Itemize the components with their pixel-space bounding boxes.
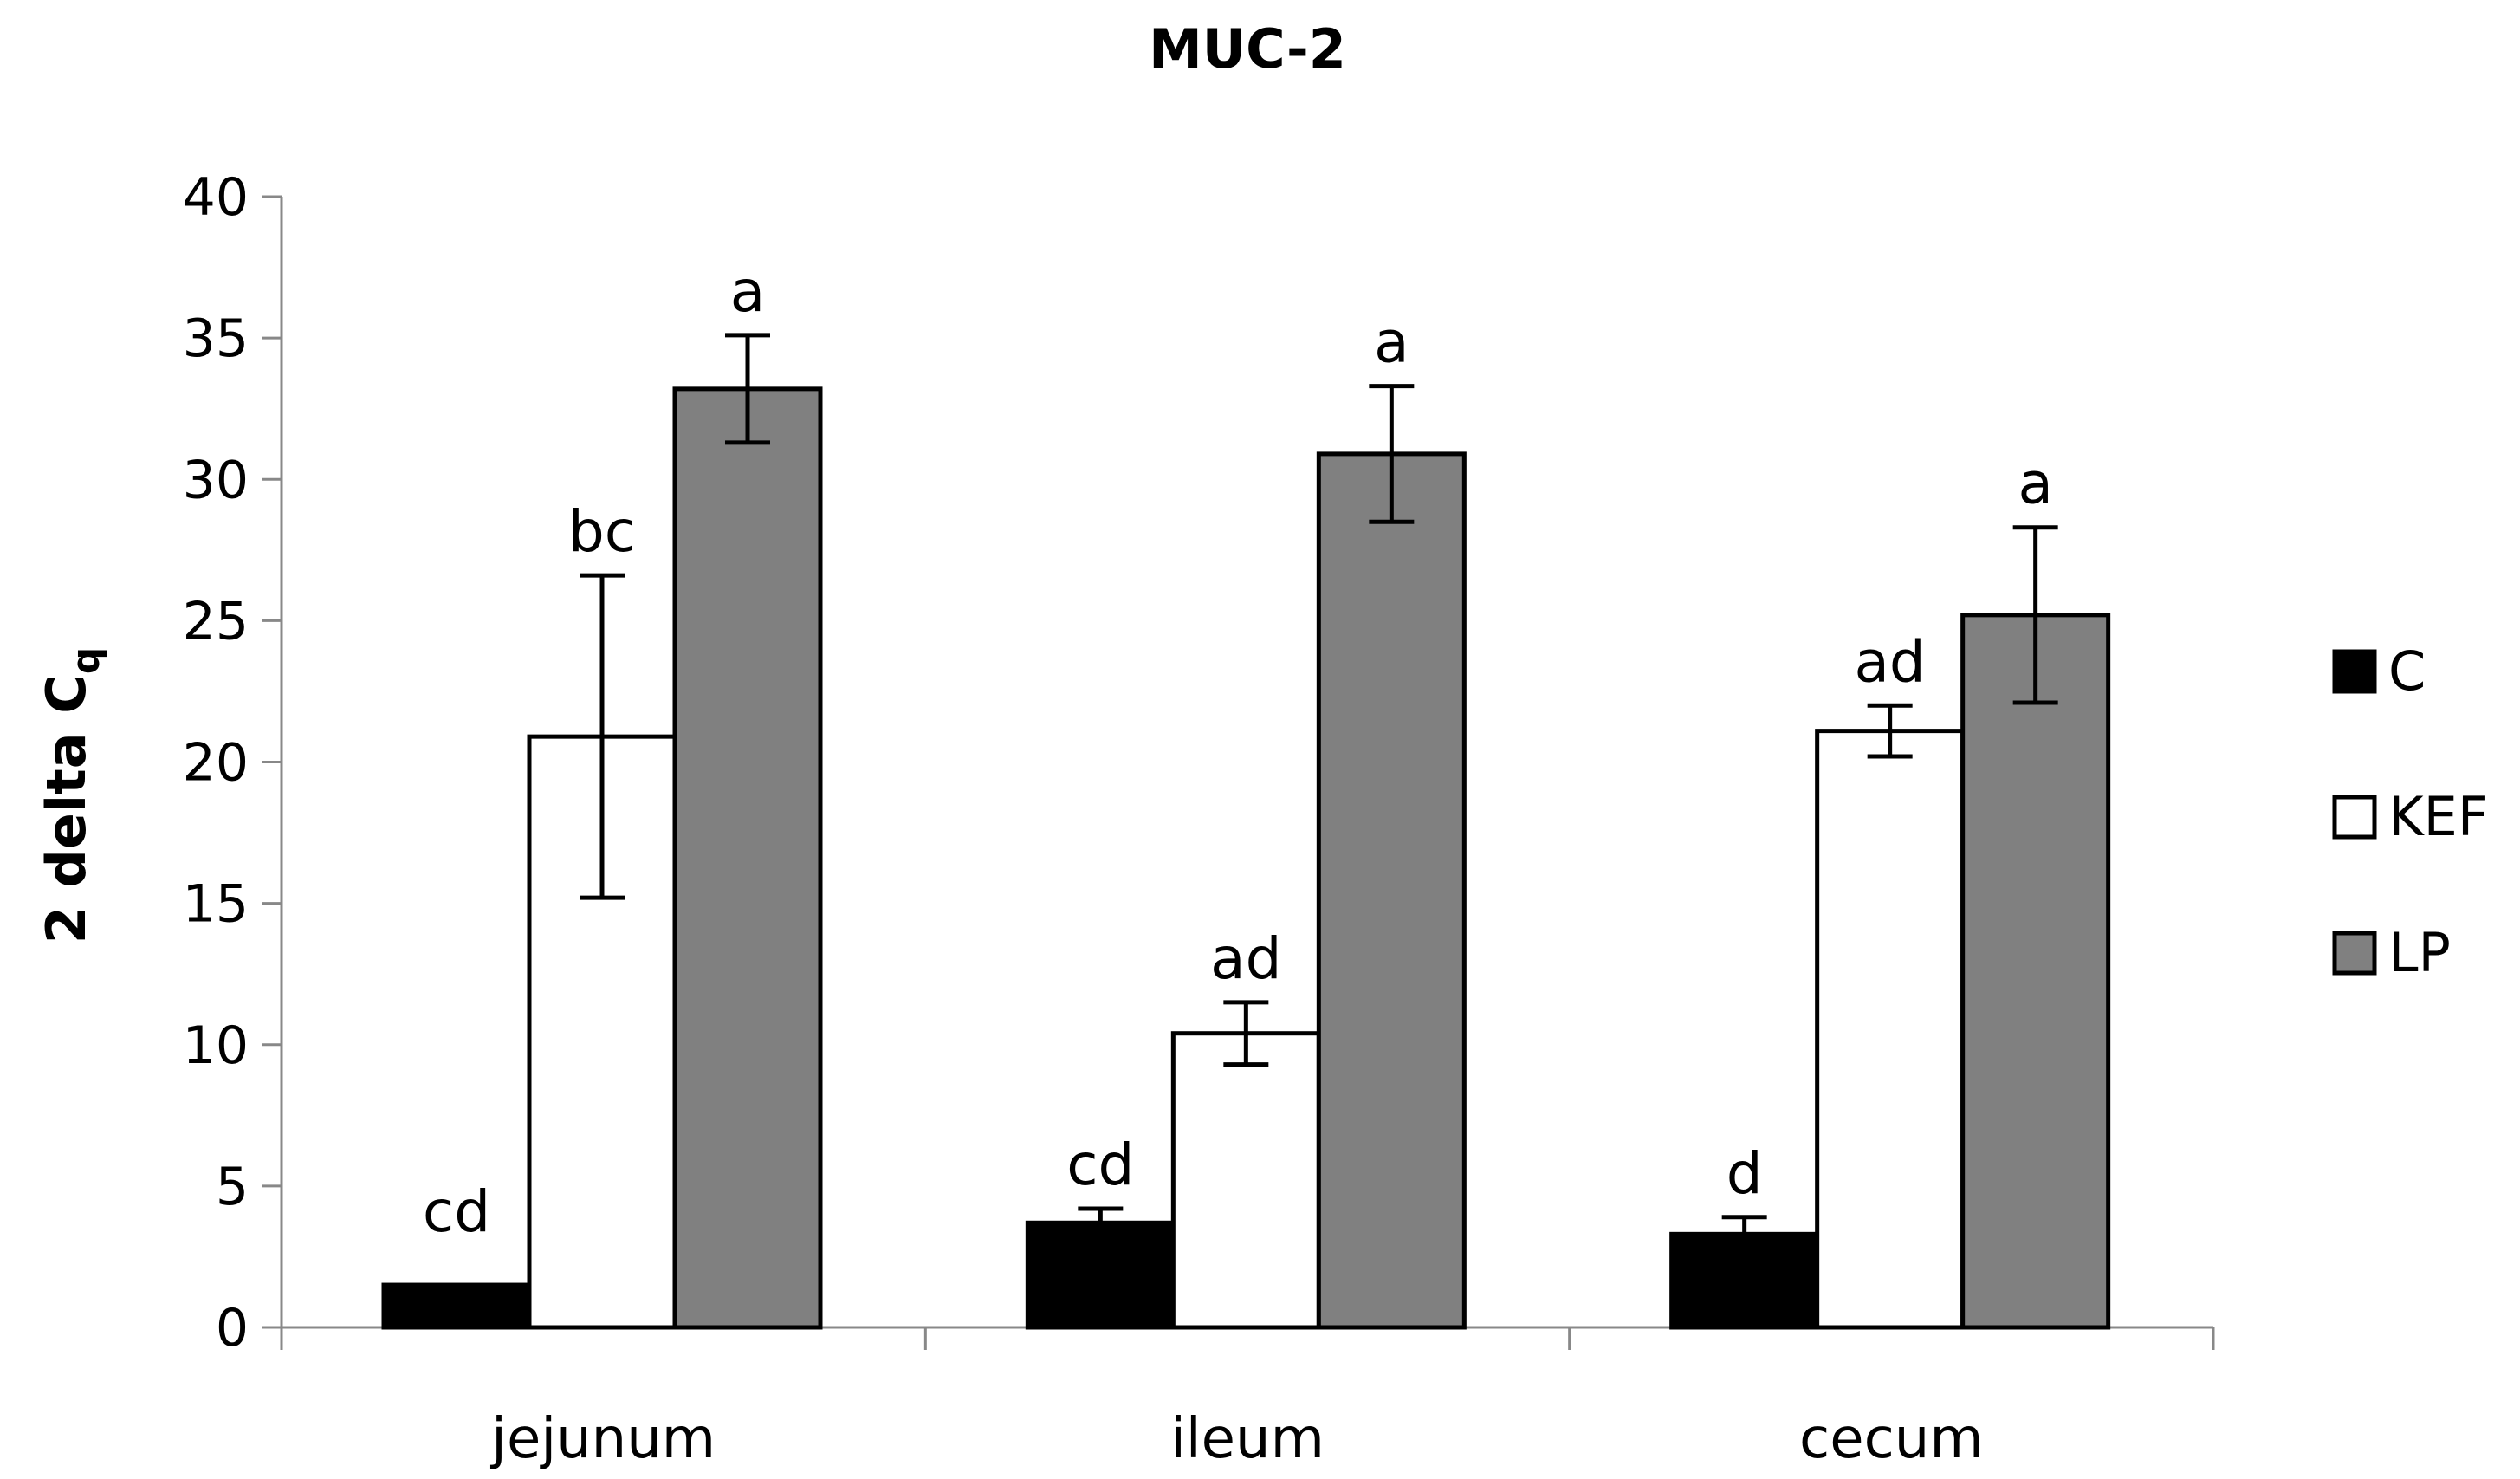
bar-c: [1025, 1220, 1176, 1330]
y-tick-label: 20: [183, 733, 249, 794]
significance-label: ad: [1854, 628, 1925, 695]
y-tick-label: 5: [216, 1157, 249, 1217]
svg-text:2 delta Cq: 2 delta Cq: [35, 647, 108, 944]
significance-label: cd: [423, 1178, 490, 1245]
legend: C KEF LP: [2332, 639, 2489, 984]
significance-label: cd: [1066, 1132, 1134, 1198]
bar-kef: [1815, 729, 1966, 1330]
x-tick-label: jejunum: [489, 1407, 716, 1471]
x-tick-label: ileum: [1170, 1407, 1325, 1471]
legend-swatch-c: [2332, 649, 2377, 694]
legend-swatch-kef: [2332, 795, 2377, 840]
legend-label-kef: KEF: [2388, 785, 2489, 848]
y-axis-label: 2 delta Cq: [35, 647, 108, 944]
plot-area: 0 5 10 15 20 25 30 35 40 jejunum ileum cecum cd cd d bc…: [183, 167, 2215, 1471]
bar-c: [381, 1282, 532, 1330]
significance-label: ad: [1210, 925, 1281, 992]
y-axis-label-main: 2 delta C: [35, 674, 98, 944]
significance-label: bc: [568, 498, 636, 565]
x-tick-label: cecum: [1799, 1407, 1984, 1471]
y-tick-label: 30: [183, 450, 249, 510]
y-tick-label: 15: [183, 874, 249, 935]
bar-lp: [672, 386, 823, 1330]
legend-label-c: C: [2388, 639, 2426, 703]
chart-title: MUC-2: [1149, 17, 1346, 81]
bar-lp: [1316, 451, 1467, 1330]
y-tick-label: 40: [183, 167, 249, 228]
significance-label: d: [1726, 1140, 1763, 1207]
y-axis-label-sub: q: [64, 647, 108, 675]
y-tick-label: 35: [183, 308, 249, 369]
bar-kef: [1170, 1031, 1321, 1330]
y-tick-label: 10: [183, 1015, 249, 1076]
bar-lp: [1960, 613, 2111, 1330]
significance-label: a: [1374, 309, 1409, 376]
significance-label: a: [730, 258, 765, 325]
significance-label: a: [2018, 451, 2052, 517]
legend-label-lp: LP: [2388, 921, 2451, 984]
legend-swatch-lp: [2332, 931, 2377, 976]
y-tick-label: 0: [216, 1298, 249, 1359]
y-tick-label: 25: [183, 591, 249, 652]
